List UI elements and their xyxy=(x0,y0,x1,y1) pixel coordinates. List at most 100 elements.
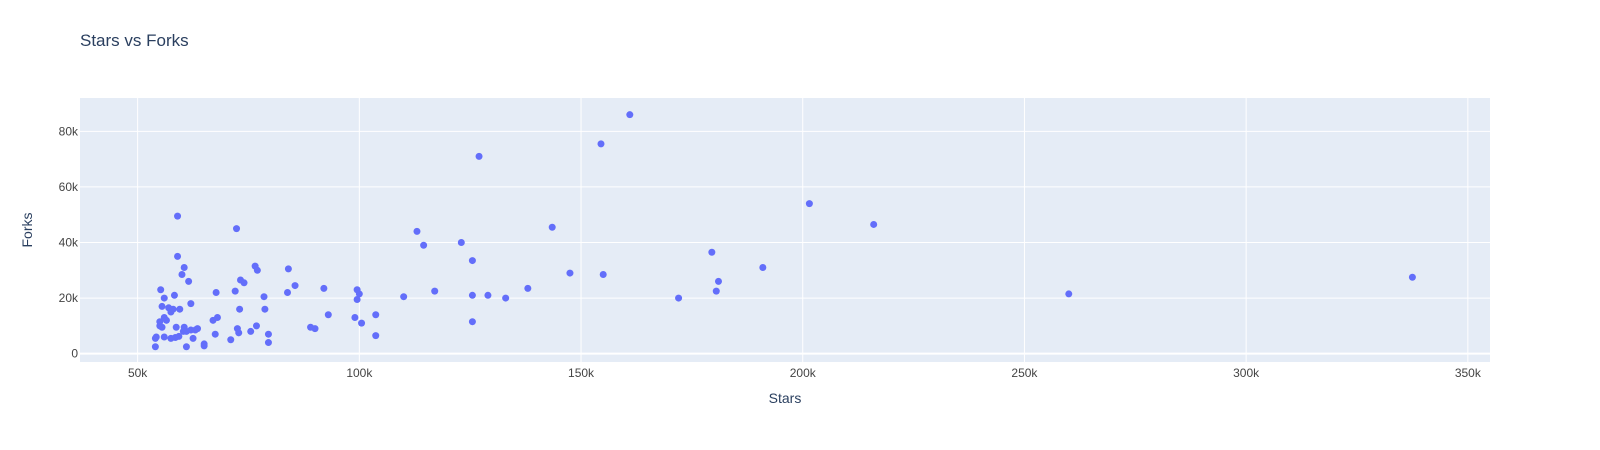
data-point[interactable] xyxy=(597,140,605,148)
data-point[interactable] xyxy=(320,284,328,292)
data-point[interactable] xyxy=(1065,290,1073,298)
data-point[interactable] xyxy=(264,330,272,338)
data-points xyxy=(151,111,1416,351)
data-point[interactable] xyxy=(158,302,166,310)
data-point[interactable] xyxy=(372,332,380,340)
data-point[interactable] xyxy=(260,293,268,301)
data-point[interactable] xyxy=(194,325,201,333)
data-point[interactable] xyxy=(213,314,221,322)
data-point[interactable] xyxy=(189,334,197,342)
data-point[interactable] xyxy=(160,333,168,341)
data-point[interactable] xyxy=(805,200,813,208)
data-point[interactable] xyxy=(759,264,767,272)
data-point[interactable] xyxy=(468,291,476,299)
data-point[interactable] xyxy=(1408,273,1416,281)
data-point[interactable] xyxy=(675,294,683,302)
data-point[interactable] xyxy=(626,111,634,119)
data-point[interactable] xyxy=(712,287,720,295)
data-point[interactable] xyxy=(185,277,193,285)
x-tick-label: 100k xyxy=(346,366,373,380)
data-point[interactable] xyxy=(420,241,428,249)
y-tick-label: 0 xyxy=(71,347,78,361)
x-tick-label: 200k xyxy=(790,366,817,380)
data-point[interactable] xyxy=(187,300,195,308)
data-point[interactable] xyxy=(324,311,332,319)
data-point[interactable] xyxy=(468,257,476,265)
data-point[interactable] xyxy=(151,343,159,351)
data-point[interactable] xyxy=(236,305,244,313)
data-point[interactable] xyxy=(431,287,439,295)
data-point[interactable] xyxy=(211,330,219,338)
data-point[interactable] xyxy=(413,227,421,235)
data-point[interactable] xyxy=(353,295,361,303)
data-point[interactable] xyxy=(284,265,292,273)
y-gridlines xyxy=(80,130,1490,299)
data-point[interactable] xyxy=(174,212,182,220)
y-axis-label: Forks xyxy=(19,213,35,248)
data-point[interactable] xyxy=(174,252,182,260)
x-tick-label: 150k xyxy=(568,366,595,380)
x-tick-label: 50k xyxy=(128,366,148,380)
data-point[interactable] xyxy=(708,248,716,256)
y-tick-label: 20k xyxy=(59,291,79,305)
data-point[interactable] xyxy=(475,152,483,160)
data-point[interactable] xyxy=(457,239,465,247)
data-point[interactable] xyxy=(261,305,269,313)
data-point[interactable] xyxy=(291,282,299,290)
data-point[interactable] xyxy=(175,332,183,340)
x-tick-label: 350k xyxy=(1455,366,1482,380)
chart-title: Stars vs Forks xyxy=(80,31,189,50)
x-axis-label: Stars xyxy=(769,390,802,406)
data-point[interactable] xyxy=(253,266,261,274)
data-point[interactable] xyxy=(311,325,319,333)
data-point[interactable] xyxy=(233,225,241,233)
data-point[interactable] xyxy=(227,336,235,344)
data-point[interactable] xyxy=(162,316,170,324)
data-point[interactable] xyxy=(714,277,722,285)
data-point[interactable] xyxy=(158,323,166,331)
data-point[interactable] xyxy=(372,311,380,319)
x-tick-labels: 50k 100k 150k 200k 250k 300k 350k xyxy=(128,366,1482,380)
data-point[interactable] xyxy=(169,305,177,313)
data-point[interactable] xyxy=(468,318,476,326)
data-point[interactable] xyxy=(252,322,260,330)
data-point[interactable] xyxy=(400,293,408,301)
data-point[interactable] xyxy=(599,270,607,278)
data-point[interactable] xyxy=(240,279,248,287)
y-tick-label: 80k xyxy=(59,124,79,138)
data-point[interactable] xyxy=(351,314,359,322)
y-tick-label: 40k xyxy=(59,236,79,250)
data-point[interactable] xyxy=(152,333,160,341)
data-point[interactable] xyxy=(212,289,220,297)
x-tick-label: 300k xyxy=(1233,366,1260,380)
data-point[interactable] xyxy=(182,343,190,351)
data-point[interactable] xyxy=(484,291,492,299)
data-point[interactable] xyxy=(247,327,255,335)
data-point[interactable] xyxy=(180,264,188,272)
data-point[interactable] xyxy=(358,319,366,327)
data-point[interactable] xyxy=(157,286,165,294)
data-point[interactable] xyxy=(502,294,510,302)
data-point[interactable] xyxy=(524,284,532,292)
data-point[interactable] xyxy=(235,329,243,337)
data-point[interactable] xyxy=(548,223,556,231)
data-point[interactable] xyxy=(284,289,292,297)
y-tick-labels: 0 20k 40k 60k 80k xyxy=(59,124,79,360)
data-point[interactable] xyxy=(231,287,239,295)
x-gridlines xyxy=(137,98,1469,362)
data-point[interactable] xyxy=(172,323,180,331)
y-tick-label: 60k xyxy=(59,180,79,194)
data-point[interactable] xyxy=(355,290,363,298)
data-point[interactable] xyxy=(160,294,168,302)
plot-area xyxy=(80,98,1490,362)
data-point[interactable] xyxy=(178,270,186,278)
data-point[interactable] xyxy=(566,269,574,277)
data-point[interactable] xyxy=(170,291,178,299)
data-point[interactable] xyxy=(264,339,272,347)
data-point[interactable] xyxy=(156,318,164,326)
data-point[interactable] xyxy=(870,220,878,228)
data-point[interactable] xyxy=(200,342,208,350)
data-point[interactable] xyxy=(176,305,184,313)
